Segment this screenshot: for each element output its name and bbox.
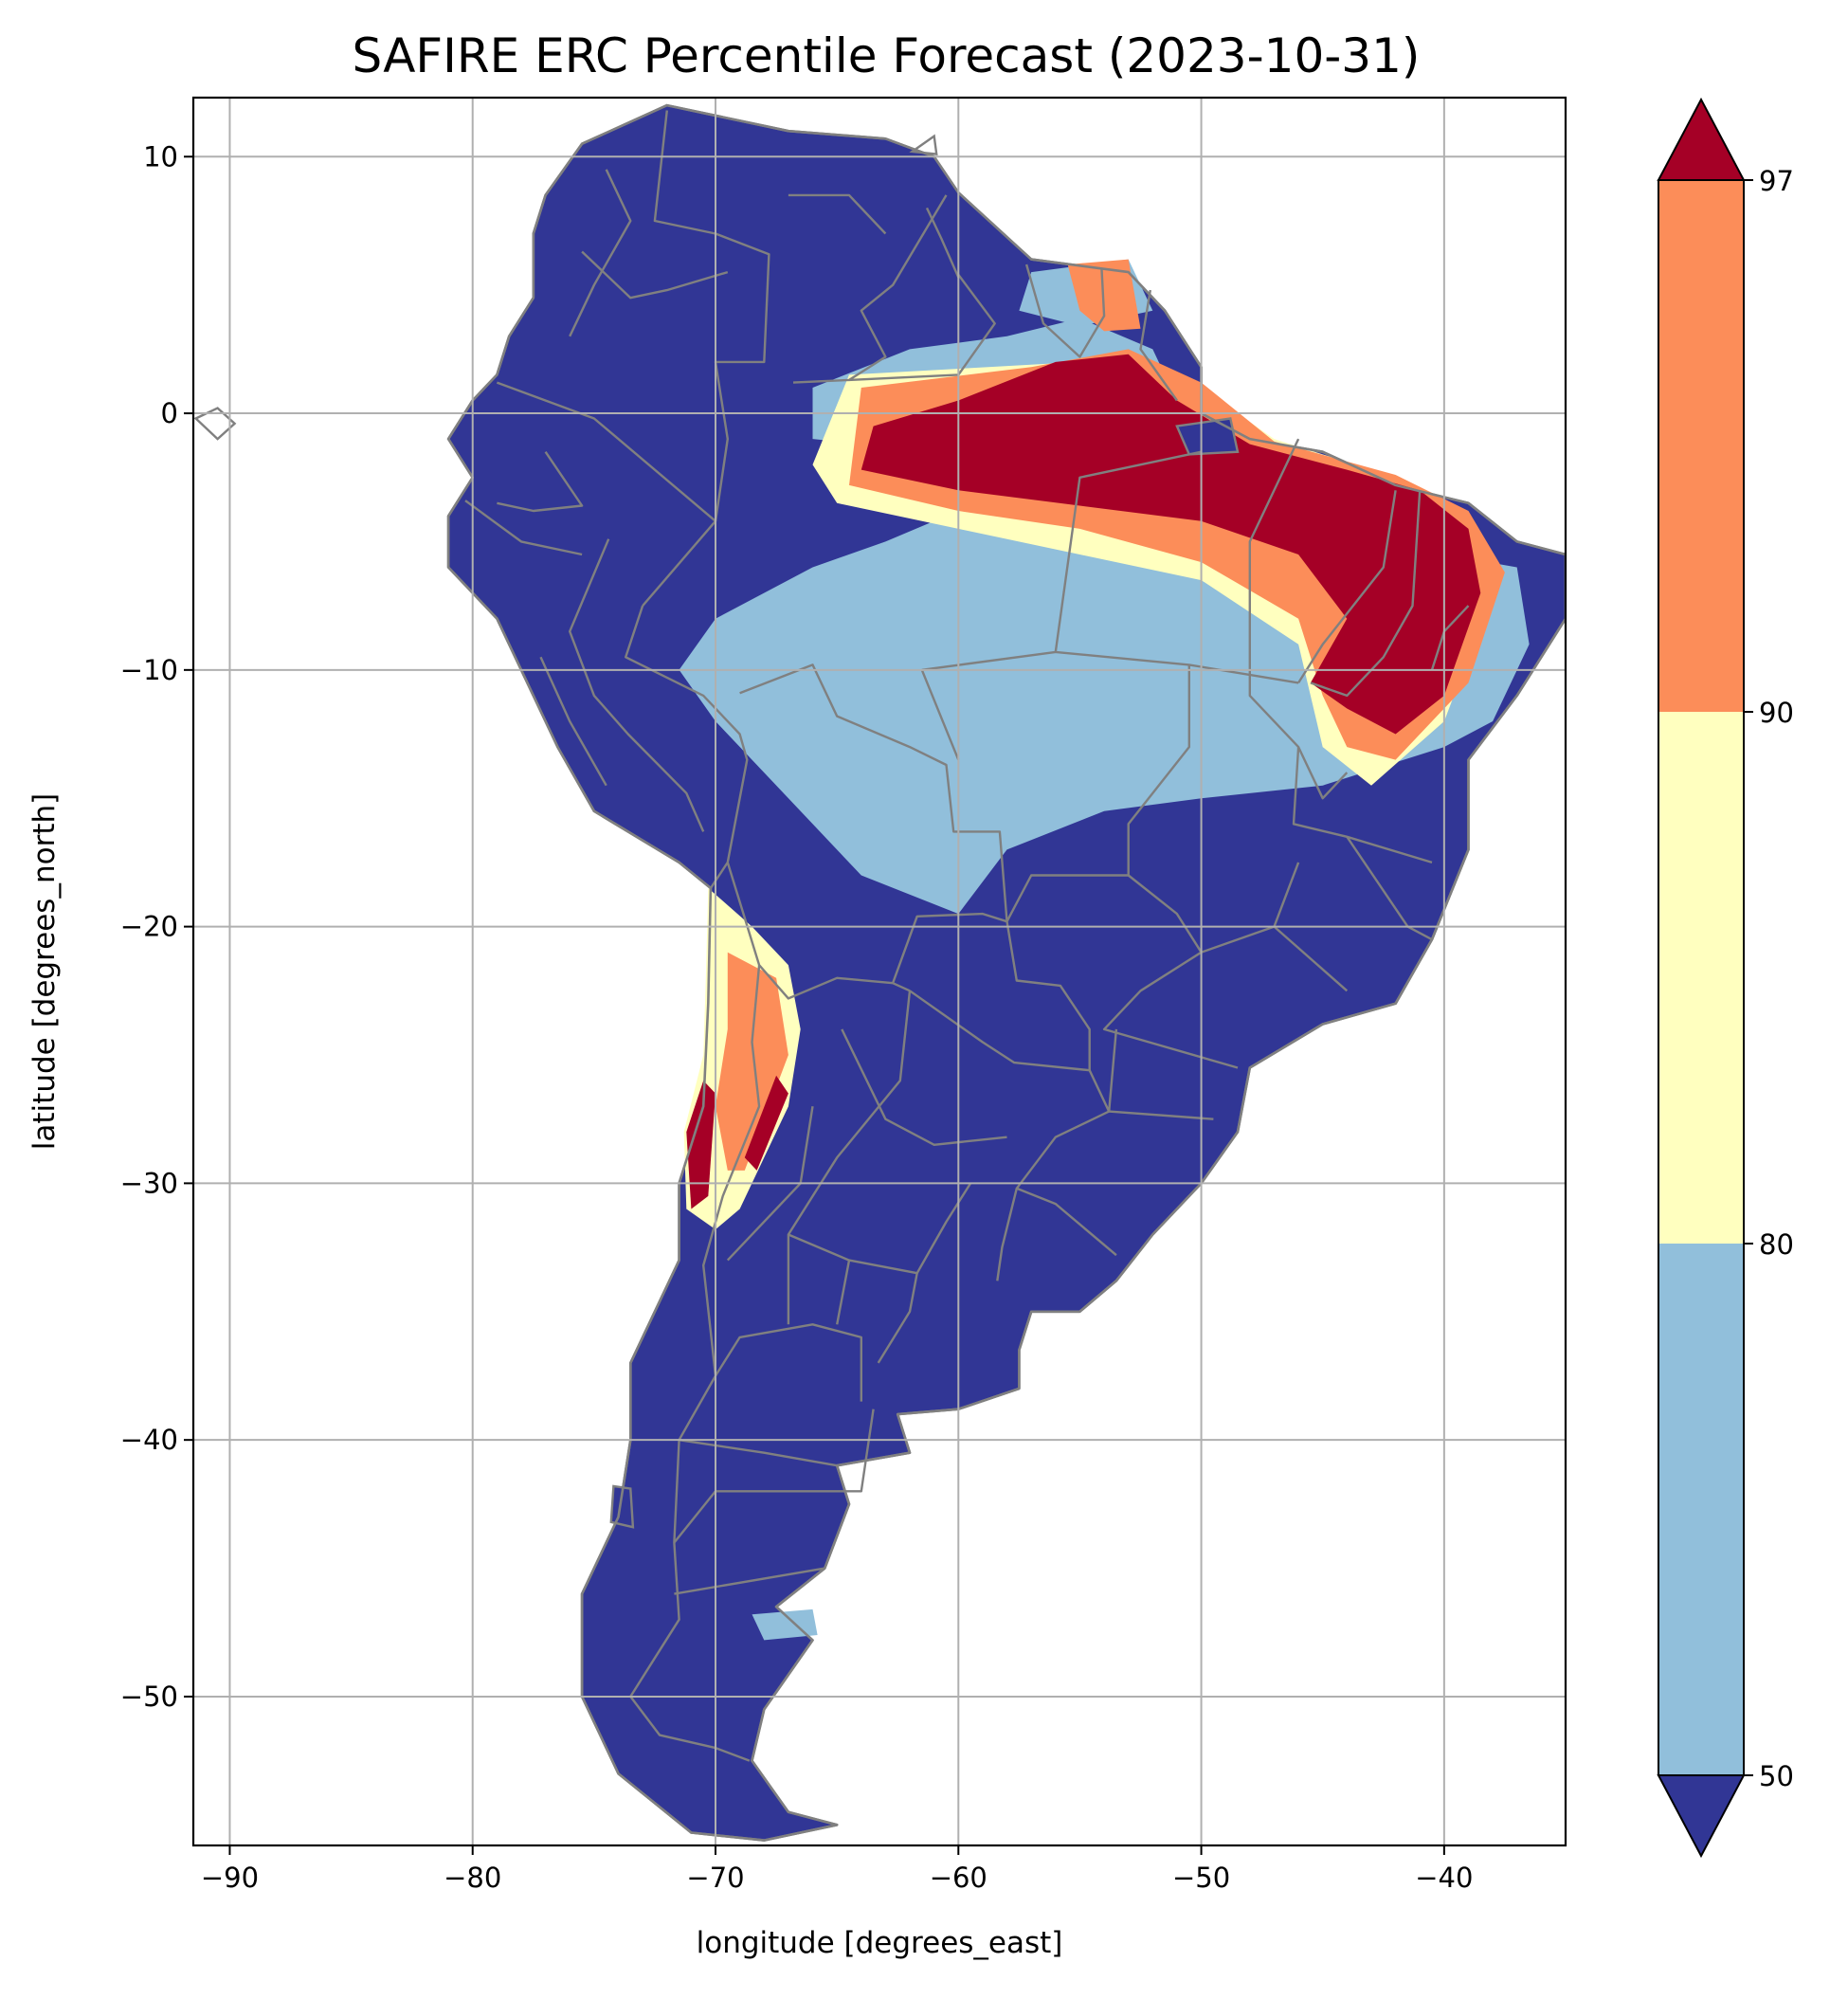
boundary-line (464, 500, 583, 556)
boundary-line (496, 381, 717, 607)
colorbar-tick-label: 97 (1759, 165, 1794, 197)
boundary-line (653, 110, 770, 521)
colorbar-segment (1658, 180, 1744, 712)
boundary-line (848, 274, 996, 382)
map-regions (193, 103, 1566, 1842)
boundary-line (1015, 1069, 1117, 1257)
coastline (446, 103, 1566, 1842)
colorbar-frame (1658, 179, 1745, 1776)
boundary-line (726, 862, 911, 1000)
chart-title: SAFIRE ERC Percentile Forecast (2023-10-… (353, 28, 1421, 83)
boundary-line (581, 250, 729, 300)
y-tick-label: −30 (120, 1167, 178, 1199)
x-tick-label: −80 (444, 1862, 501, 1894)
boundary-line (1102, 951, 1239, 1069)
region-andes-extreme-west (686, 1081, 716, 1209)
y-tick-label: −50 (120, 1681, 178, 1713)
boundary-line (921, 450, 1202, 671)
colorbar-segment (1658, 712, 1744, 1244)
colorbar-tick-label: 50 (1759, 1760, 1794, 1792)
colorbar-segment (1658, 1244, 1744, 1775)
island-trinidad (909, 134, 938, 155)
x-tick-label: −50 (1172, 1862, 1230, 1894)
boundary-line (787, 990, 912, 1325)
colorbar: 97 90 80 50 (1657, 97, 1794, 1859)
boundary-line (1139, 289, 1178, 402)
boundary-line (891, 912, 1007, 984)
boundary-line (1297, 490, 1397, 684)
x-tick-label: −70 (686, 1862, 744, 1894)
boundary-line (1310, 490, 1422, 698)
y-tick-label: −40 (120, 1424, 178, 1456)
region-north-band-extreme (861, 354, 1481, 735)
boundary-line (1024, 264, 1106, 358)
y-tick-label: −20 (120, 911, 178, 943)
x-axis-ticks: −90 −80 −70 −60 −50 −40 (201, 1845, 1473, 1894)
colorbar-extend-low (1657, 1774, 1746, 1859)
boundary-line (674, 1567, 825, 1595)
boundary-line (739, 663, 1008, 922)
y-tick-label: 10 (143, 140, 178, 173)
x-tick-label: −40 (1415, 1862, 1473, 1894)
boundary-line (1292, 747, 1433, 864)
boundary-line (841, 1028, 1007, 1147)
gridlines (193, 98, 1566, 1845)
x-tick-label: −90 (201, 1862, 259, 1894)
boundary-line (1248, 438, 1349, 800)
boundary-line (569, 169, 632, 337)
boundary-line (1273, 862, 1300, 928)
boundary-line (788, 193, 887, 235)
boundary-line (625, 605, 749, 889)
map-plot-area (193, 98, 1566, 1845)
boundary-line (920, 669, 960, 761)
boundary-line (1006, 874, 1129, 922)
y-tick-label: 0 (161, 397, 178, 429)
boundary-line (909, 990, 1090, 1072)
boundary-line (1127, 664, 1349, 992)
boundary-line (788, 1233, 851, 1325)
island-galapagos (193, 407, 237, 441)
y-axis-label: latitude [degrees_north] (27, 793, 62, 1150)
boundary-line (1107, 1028, 1214, 1120)
boundary-line (629, 965, 761, 1762)
boundary-line (996, 1188, 1018, 1281)
colorbar-extend-high (1657, 97, 1746, 181)
boundary-line (792, 194, 948, 384)
boundary-line (497, 451, 584, 513)
boundary-line (1006, 921, 1091, 1071)
region-patagonia-moderate (752, 1608, 818, 1641)
x-tick-label: −60 (930, 1862, 987, 1894)
boundary-line (925, 207, 960, 278)
colorbar-tick-label: 90 (1759, 697, 1794, 729)
island-chiloe (609, 1484, 635, 1529)
boundary-line (569, 538, 705, 832)
boundary-line (679, 1439, 838, 1467)
island-marajo (1175, 417, 1240, 456)
region-andes-extreme-east (744, 1075, 788, 1171)
boundary-line (539, 656, 607, 787)
region-andes-high (716, 952, 788, 1171)
y-tick-label: −10 (120, 654, 178, 686)
boundary-line (877, 1272, 918, 1364)
y-axis-ticks: 10 0 −10 −20 −30 −40 −50 (120, 140, 193, 1713)
boundary-line (673, 1408, 875, 1544)
x-axis-label: longitude [degrees_east] (697, 1926, 1063, 1960)
plot-frame (191, 96, 1567, 1847)
boundary-line (714, 1323, 862, 1402)
colorbar-tick-label: 80 (1759, 1228, 1794, 1261)
